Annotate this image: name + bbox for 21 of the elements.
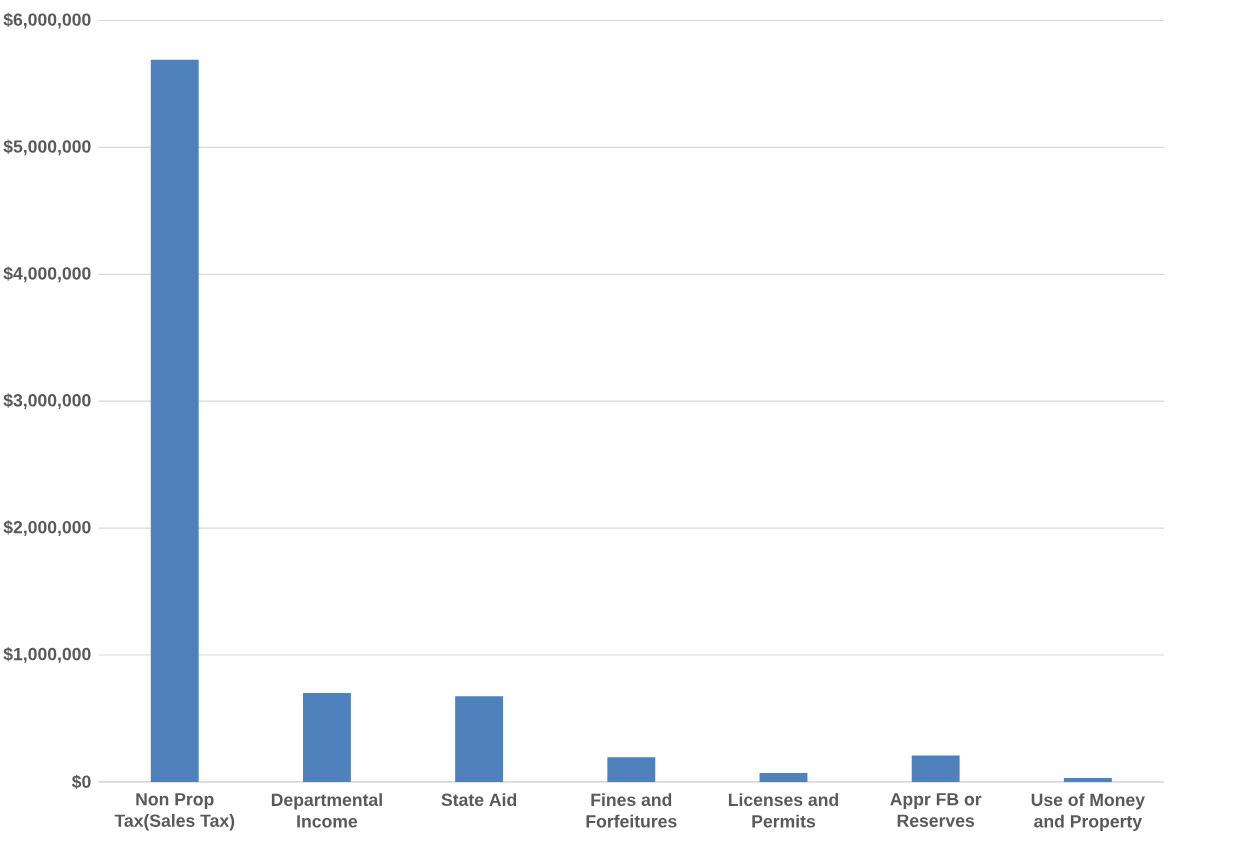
bar [759, 772, 808, 782]
y-tick-label: $1,000,000 [3, 647, 91, 663]
y-tick-label: $3,000,000 [3, 393, 91, 409]
y-tick-label: $5,000,000 [3, 139, 91, 156]
x-tick-label: Use of Money and Property [1031, 793, 1145, 831]
bar [150, 59, 199, 782]
y-tick-label: $2,000,000 [3, 520, 91, 536]
bar [607, 757, 656, 782]
x-tick-label: Fines and Forfeitures [586, 793, 677, 828]
bar [455, 696, 504, 782]
x-tick-label: Departmental Income [271, 793, 382, 828]
y-tick-label: $4,000,000 [3, 266, 91, 283]
x-tick-label: Appr FB or Reserves [890, 793, 982, 827]
x-tick-label: Non Prop Tax(Sales Tax) [114, 793, 235, 831]
y-tick-label: $6,000,000 [3, 12, 91, 29]
x-tick-label: Licenses and Permits [728, 793, 839, 828]
bar [1063, 777, 1112, 782]
y-tick-label: $0 [71, 774, 91, 789]
x-tick-label: State Aid [441, 793, 517, 806]
bar [911, 755, 960, 782]
bar [302, 692, 351, 782]
